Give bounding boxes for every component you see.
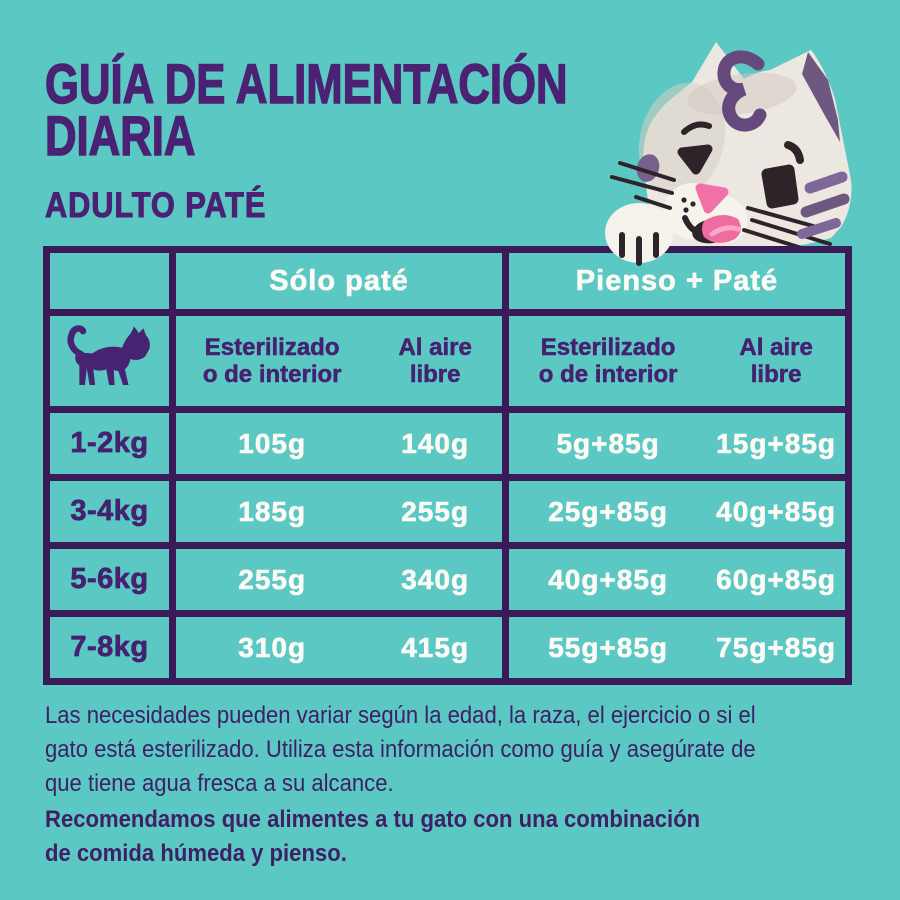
footer-reco-line: de comida húmeda y pienso. xyxy=(45,840,347,867)
subheader-outdoor: Al aire libre xyxy=(739,334,813,389)
weight-cell: 5-6kg xyxy=(43,542,176,617)
value-solo-outdoor: 415g xyxy=(401,631,470,663)
cat-forehead-curl xyxy=(717,50,767,132)
subheader-outdoor: Al aire libre xyxy=(398,334,472,389)
cat-freckle xyxy=(681,197,687,203)
cat-right-whiskers xyxy=(742,206,832,252)
subheader-sterilized: Esterilizado o de interior xyxy=(202,334,342,389)
value-solo-sterilized: 255g xyxy=(238,563,307,595)
cat-freckle xyxy=(683,207,689,213)
value-solo-outdoor: 340g xyxy=(401,563,470,595)
values-cell-solo: 185g 255g xyxy=(169,474,509,549)
values-cell-solo: 310g 415g xyxy=(169,610,509,685)
value-mix-sterilized: 25g+85g xyxy=(548,495,669,527)
values-cell-mix: 5g+85g 15g+85g xyxy=(502,406,852,481)
subheader-cell-mix: Esterilizado o de interior Al aire libre xyxy=(502,309,852,413)
subheader-cell-solo: Esterilizado o de interior Al aire libre xyxy=(169,309,509,413)
value-solo-outdoor: 255g xyxy=(401,495,470,527)
tabby-cat-peeking-illustration xyxy=(610,42,852,252)
value-mix-outdoor: 60g+85g xyxy=(716,563,837,595)
cat-right-eye xyxy=(761,164,799,209)
cat-tongue-highlight xyxy=(709,225,741,237)
weight-cell: 7-8kg xyxy=(43,610,176,685)
cat-left-whiskers xyxy=(610,161,676,210)
footer-note-line: Las necesidades pueden variar según la e… xyxy=(45,702,756,729)
value-mix-sterilized: 55g+85g xyxy=(548,631,669,663)
page-title-line1: GUÍA DE ALIMENTACIÓN xyxy=(44,52,568,115)
table-row-1-2kg: 1-2kg 105g 140g 5g+85g 15g+85g xyxy=(43,406,852,481)
weight-cell: 3-4kg xyxy=(43,474,176,549)
value-mix-outdoor: 15g+85g xyxy=(716,427,837,459)
table-row-7-8kg: 7-8kg 310g 415g 55g+85g 75g+85g xyxy=(43,610,852,685)
group-header-solo-pate: Sólo paté xyxy=(169,246,509,316)
feeding-table: Sólo paté Pienso + Paté Esterilizado o d… xyxy=(43,246,852,685)
weight-cell: 1-2kg xyxy=(43,406,176,481)
table-row-5-6kg: 5-6kg 255g 340g 40g+85g 60g+85g xyxy=(43,542,852,617)
page-title: GUÍA DE ALIMENTACIÓN DIARIA xyxy=(44,52,568,167)
group-header-row: Sólo paté Pienso + Paté xyxy=(43,246,852,316)
footer-note-line: que tiene agua fresca a su alcance. xyxy=(45,770,394,797)
group-header-pienso-pate: Pienso + Paté xyxy=(502,246,852,316)
cat-paw-illustration xyxy=(605,203,673,266)
value-mix-sterilized: 40g+85g xyxy=(548,563,669,595)
cat-left-eye xyxy=(677,144,713,175)
cat-nose xyxy=(695,183,729,214)
cat-silhouette-icon xyxy=(66,324,150,385)
cat-right-eyebrow xyxy=(784,141,804,164)
cat-cheek-stripes xyxy=(797,171,850,239)
table-row-3-4kg: 3-4kg 185g 255g 25g+85g 40g+85g xyxy=(43,474,852,549)
page-title-line2: DIARIA xyxy=(44,104,196,167)
footer-note-line: gato está esterilizado. Utiliza esta inf… xyxy=(45,736,756,763)
corner-spacer xyxy=(43,246,176,316)
values-cell-solo: 255g 340g xyxy=(169,542,509,617)
value-mix-outdoor: 40g+85g xyxy=(716,495,837,527)
cat-paw-toes xyxy=(619,232,659,266)
page-subtitle: ADULTO PATÉ xyxy=(45,186,267,226)
value-solo-sterilized: 185g xyxy=(238,495,307,527)
cat-left-eyebrow xyxy=(681,121,712,135)
footer-note: Las necesidades pueden variar según la e… xyxy=(45,699,756,801)
cat-freckle xyxy=(690,201,696,207)
values-cell-mix: 25g+85g 40g+85g xyxy=(502,474,852,549)
value-solo-outdoor: 140g xyxy=(401,427,470,459)
value-mix-sterilized: 5g+85g xyxy=(556,427,660,459)
values-cell-mix: 55g+85g 75g+85g xyxy=(502,610,852,685)
values-cell-solo: 105g 140g xyxy=(169,406,509,481)
subheader-row: Esterilizado o de interior Al aire libre… xyxy=(43,309,852,413)
footer-reco-line: Recomendamos que alimentes a tu gato con… xyxy=(45,806,701,833)
value-solo-sterilized: 310g xyxy=(238,631,307,663)
footer-recommendation: Recomendamos que alimentes a tu gato con… xyxy=(45,803,700,871)
value-mix-outdoor: 75g+85g xyxy=(716,631,837,663)
cat-icon-cell xyxy=(43,309,176,413)
value-solo-sterilized: 105g xyxy=(238,427,307,459)
subheader-sterilized: Esterilizado o de interior xyxy=(538,334,678,389)
values-cell-mix: 40g+85g 60g+85g xyxy=(502,542,852,617)
cat-right-ear-inner xyxy=(802,52,840,142)
